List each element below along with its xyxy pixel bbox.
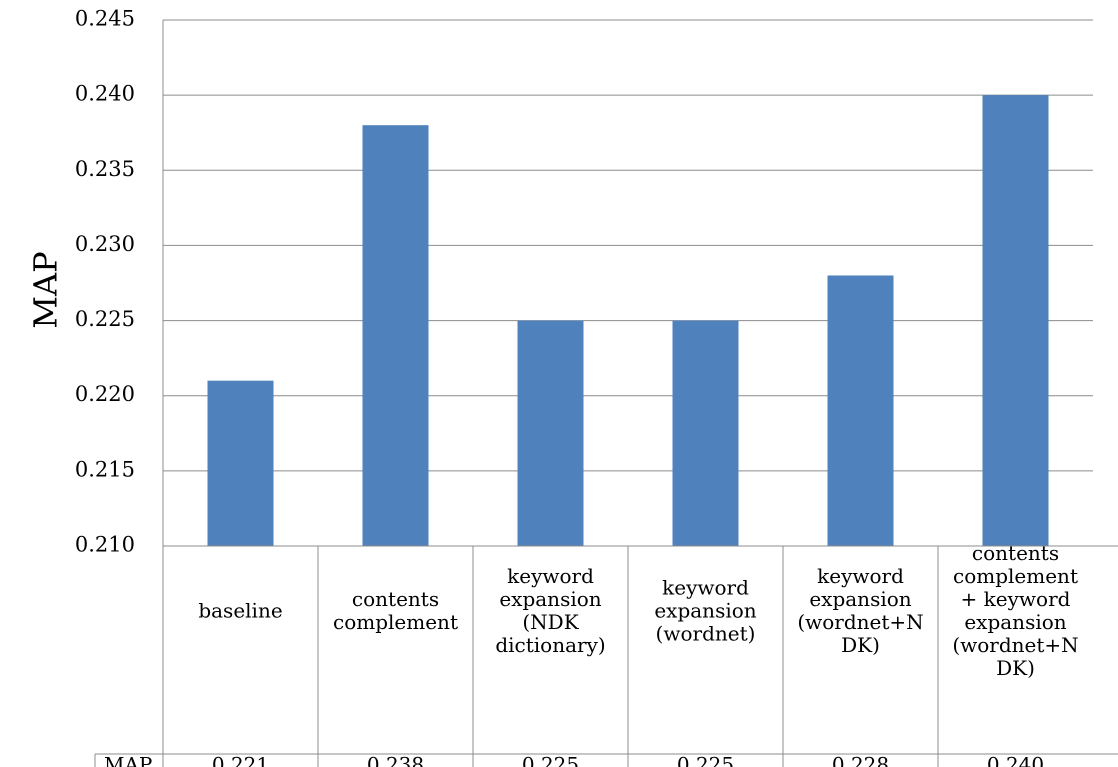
table-cell: 0.240 — [987, 753, 1044, 767]
y-tick-label: 0.240 — [75, 82, 135, 106]
category-label-line: expansion — [499, 587, 601, 611]
category-label: baseline — [198, 599, 282, 623]
category-label-line: baseline — [198, 599, 282, 623]
y-axis-label: MAP — [27, 251, 65, 328]
category-label-line: DK) — [841, 633, 880, 657]
y-tick-labels: 0.210 0.215 0.220 0.225 0.230 0.235 0.240 0.245 — [75, 7, 135, 557]
category-label-line: contents — [972, 541, 1059, 565]
table-cell: 0.238 — [367, 753, 424, 767]
bar — [207, 380, 274, 546]
category-label-line: (wordnet) — [656, 622, 756, 646]
bar — [517, 320, 584, 546]
category-label: contents complement + keyword expansion (wor… — [952, 541, 1078, 680]
axes — [162, 20, 1118, 767]
y-tick-label: 0.220 — [75, 382, 135, 406]
category-label-line: keyword — [817, 564, 904, 588]
category-label-line: (NDK — [522, 610, 579, 634]
gridlines — [163, 19, 1093, 472]
category-label-line: contents — [352, 587, 439, 611]
category-label-line: dictionary) — [495, 633, 605, 657]
category-label-line: DK) — [996, 656, 1035, 680]
y-tick-label: 0.230 — [75, 232, 135, 256]
y-tick-label: 0.215 — [75, 457, 135, 481]
category-label-line: keyword — [662, 576, 749, 600]
category-label-line: (wordnet+N — [952, 633, 1078, 657]
y-tick-label: 0.235 — [75, 157, 135, 181]
category-label-line: expansion — [809, 587, 911, 611]
category-label: keyword expansion (wordnet+N DK) — [797, 564, 923, 657]
y-tick-label: 0.225 — [75, 307, 135, 331]
category-label-line: (wordnet+N — [797, 610, 923, 634]
table-row-label: MAP — [104, 753, 152, 767]
table-cell: 0.221 — [212, 753, 269, 767]
category-label-line: keyword — [507, 564, 594, 588]
table-cell: 0.228 — [832, 753, 889, 767]
category-label-line: expansion — [654, 599, 756, 623]
category-label-line: complement — [953, 564, 1078, 588]
bars — [207, 95, 1049, 547]
table-cell: 0.225 — [677, 753, 734, 767]
bar — [362, 125, 429, 546]
category-label-line: complement — [333, 610, 458, 634]
y-tick-label: 0.210 — [75, 533, 135, 557]
y-tick-label: 0.245 — [75, 7, 135, 31]
category-label-line: + keyword — [961, 587, 1071, 611]
category-label: contents complement — [333, 587, 458, 634]
data-table: MAP 0.221 0.238 0.225 0.225 0.228 0.240 — [94, 753, 1118, 767]
table-cell: 0.225 — [522, 753, 579, 767]
bar — [672, 320, 739, 546]
category-label-line: expansion — [964, 610, 1066, 634]
bar — [827, 275, 894, 546]
bar — [982, 95, 1049, 547]
category-label: keyword expansion (wordnet) — [654, 576, 756, 646]
category-label: keyword expansion (NDK dictionary) — [495, 564, 605, 657]
